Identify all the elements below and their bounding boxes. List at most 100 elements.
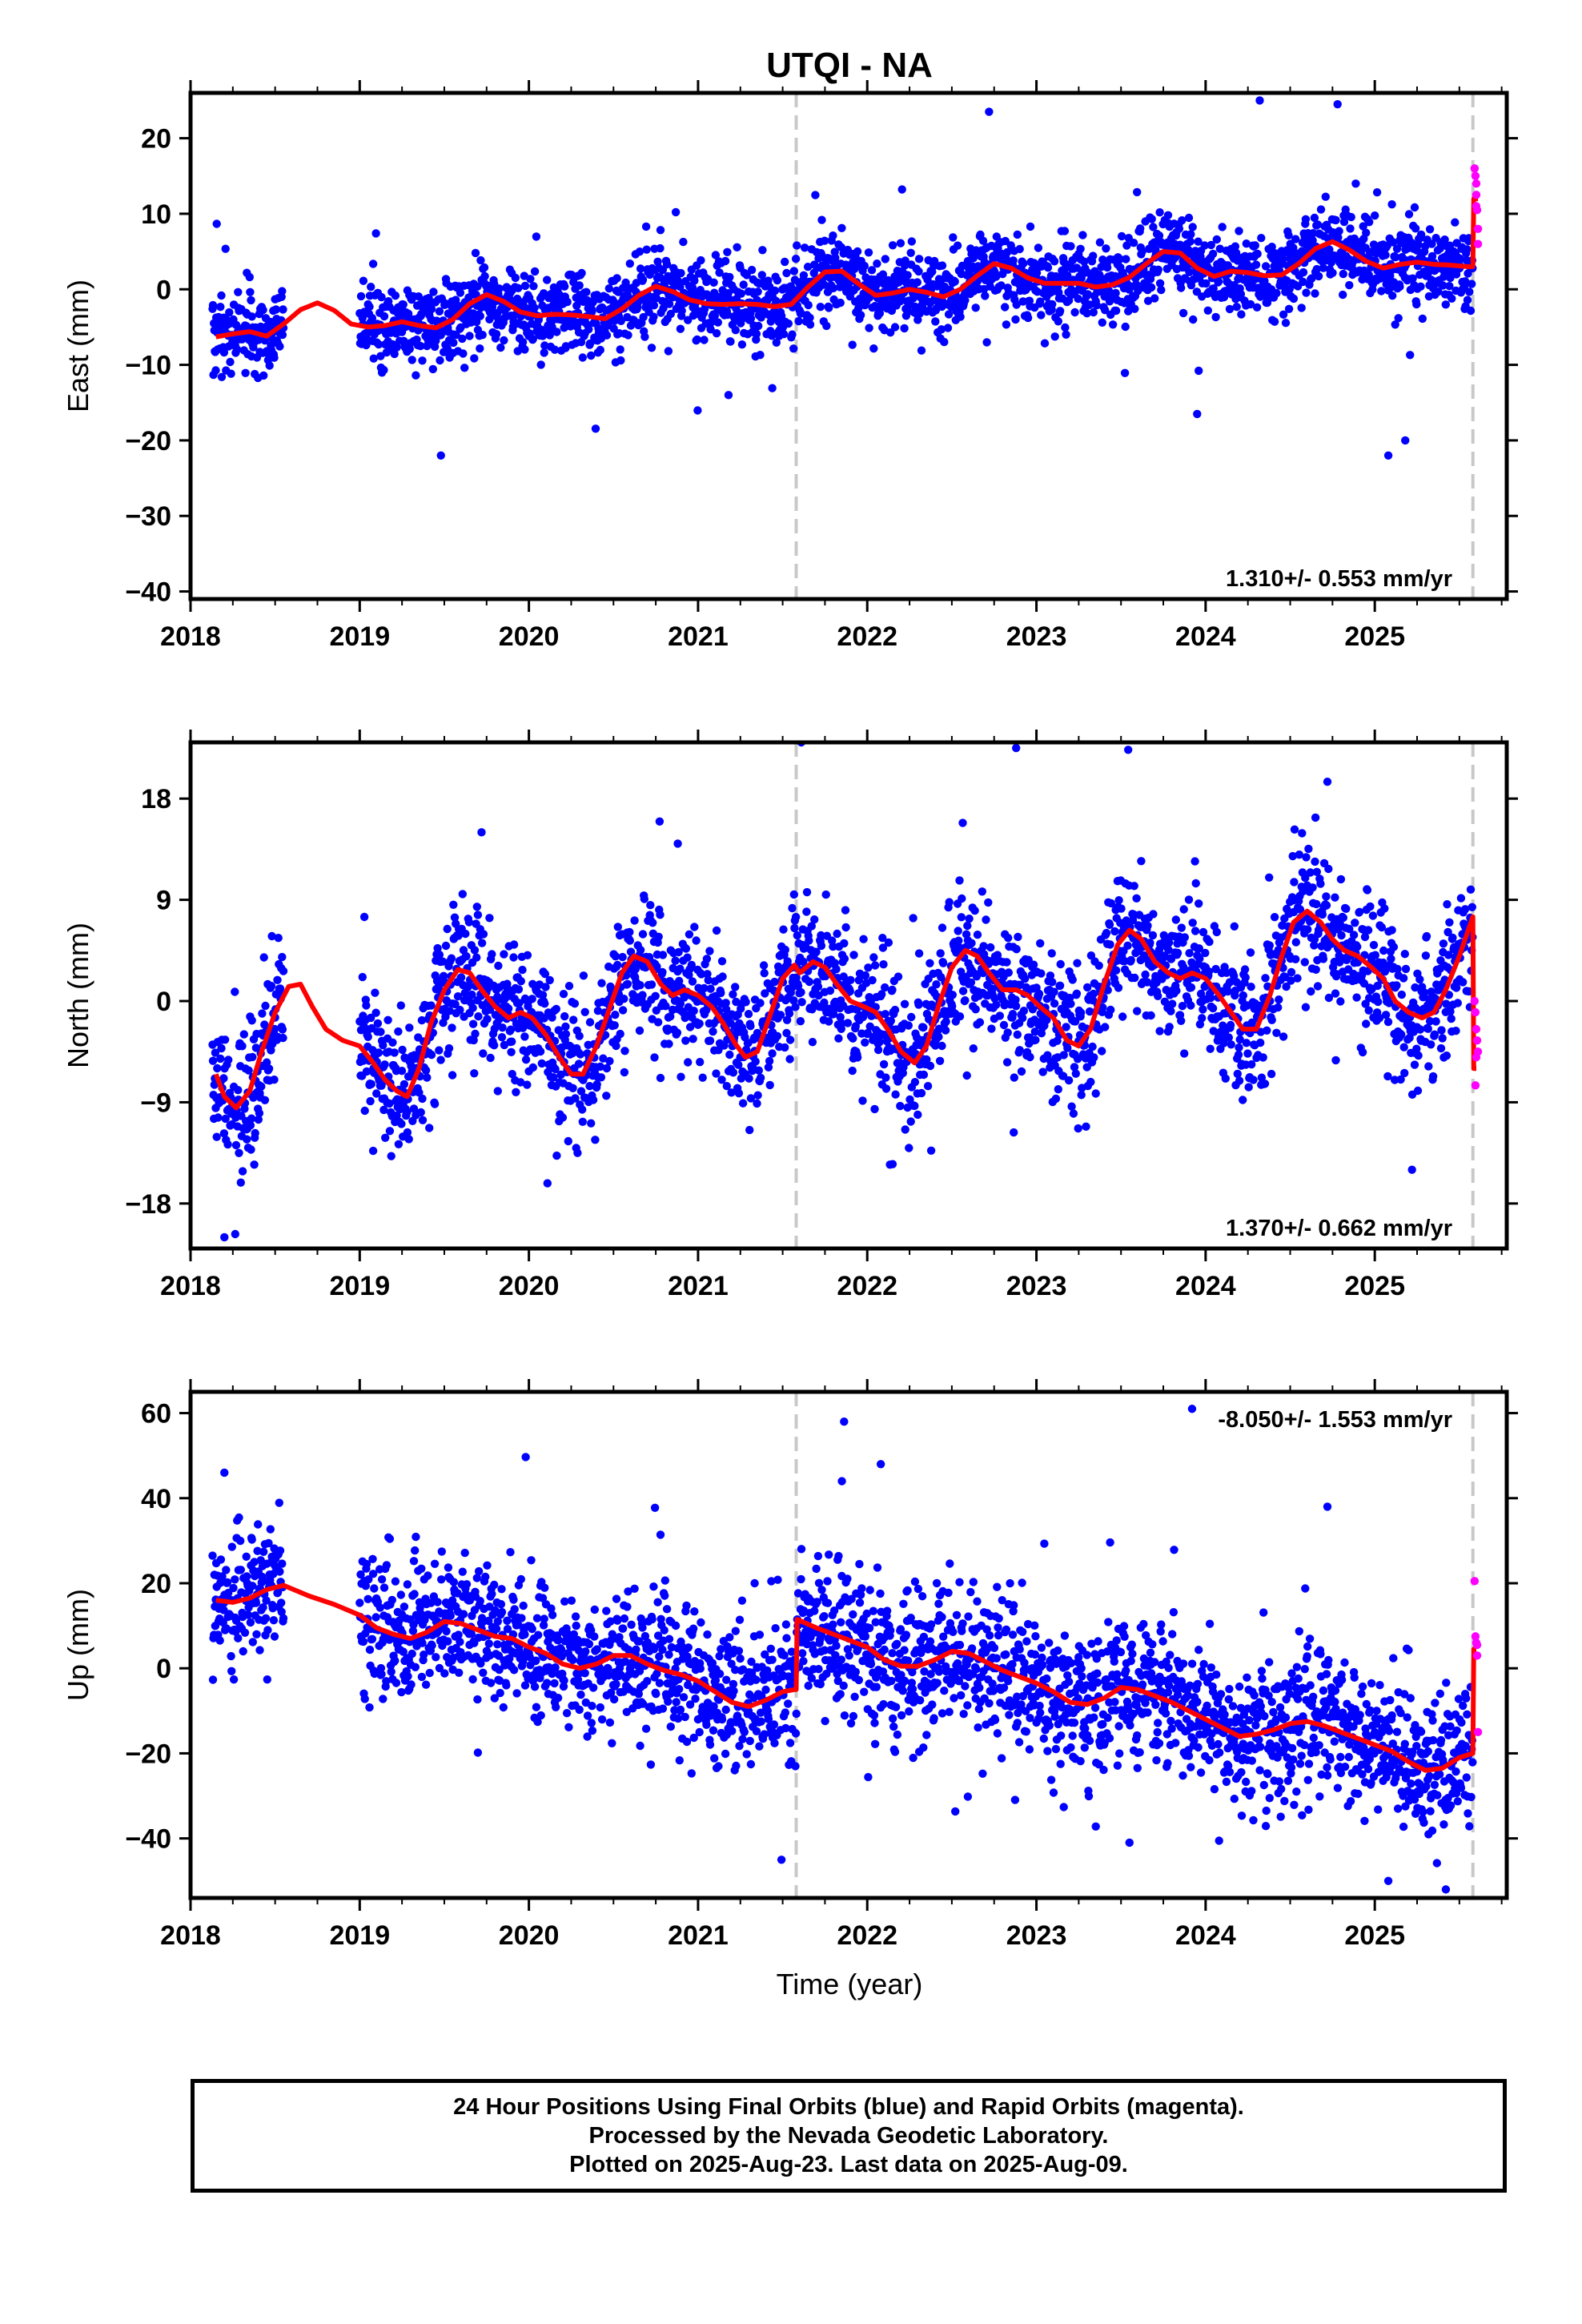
north-final-point bbox=[1219, 1021, 1227, 1030]
north-final-point bbox=[613, 960, 622, 970]
east-final-point bbox=[1050, 257, 1059, 266]
east-final-point bbox=[693, 335, 701, 344]
east-final-point bbox=[399, 300, 408, 309]
east-final-point bbox=[418, 356, 427, 365]
east-final-point bbox=[1347, 212, 1355, 222]
east-final-point bbox=[913, 278, 922, 287]
north-final-point bbox=[616, 1029, 624, 1039]
east-frame bbox=[188, 90, 1509, 601]
east-final-point bbox=[943, 324, 953, 332]
east-y-tick-label: 20 bbox=[141, 124, 171, 155]
north-final-point bbox=[1071, 1069, 1081, 1078]
east-final-point bbox=[700, 336, 709, 344]
north-final-point bbox=[1287, 976, 1295, 985]
east-final-point bbox=[940, 337, 949, 347]
north-final-point bbox=[1184, 895, 1194, 904]
east-final-point bbox=[1186, 237, 1195, 246]
east-final-point bbox=[746, 314, 756, 323]
north-final-point bbox=[1124, 746, 1133, 754]
north-final-point bbox=[640, 895, 648, 903]
east-final-point bbox=[1445, 282, 1454, 291]
east-final-point bbox=[476, 312, 484, 320]
north-final-point bbox=[485, 914, 494, 923]
east-final-point bbox=[640, 332, 649, 341]
north-final-point bbox=[910, 1078, 920, 1087]
north-final-point bbox=[591, 1136, 600, 1144]
north-final-point bbox=[1225, 978, 1235, 987]
north-final-point bbox=[1298, 829, 1307, 838]
north-final-point bbox=[599, 1054, 608, 1063]
east-outlier-point bbox=[1255, 96, 1264, 105]
north-final-point bbox=[212, 1132, 221, 1141]
east-final-point bbox=[1404, 210, 1414, 219]
east-final-point bbox=[1410, 203, 1419, 212]
north-final-point bbox=[1074, 1124, 1082, 1133]
north-final-point bbox=[508, 1037, 516, 1046]
north-final-point bbox=[500, 950, 508, 959]
east-final-point bbox=[473, 282, 482, 291]
north-final-point bbox=[260, 1096, 270, 1105]
north-final-point bbox=[1164, 938, 1174, 947]
north-final-point bbox=[1324, 864, 1333, 874]
north-final-point bbox=[1316, 879, 1325, 888]
north-final-point bbox=[802, 887, 812, 897]
north-final-point bbox=[683, 953, 692, 962]
north-final-point bbox=[417, 1015, 427, 1025]
north-final-point bbox=[560, 1011, 569, 1021]
east-final-point bbox=[1281, 319, 1291, 328]
east-final-point bbox=[1307, 274, 1316, 283]
north-final-point bbox=[878, 934, 887, 943]
north-final-point bbox=[681, 1036, 690, 1045]
east-final-point bbox=[480, 263, 489, 272]
east-final-point bbox=[616, 316, 625, 325]
north-final-point bbox=[464, 918, 474, 927]
east-final-point bbox=[772, 338, 781, 347]
north-final-point bbox=[238, 1167, 247, 1176]
north-final-point bbox=[1274, 946, 1283, 955]
east-final-point bbox=[1291, 235, 1300, 243]
north-final-point bbox=[254, 1115, 263, 1124]
north-final-point bbox=[528, 1063, 537, 1072]
north-final-point bbox=[1306, 868, 1315, 877]
east-final-point bbox=[865, 324, 873, 332]
east-final-point bbox=[1297, 304, 1306, 312]
east-final-point bbox=[545, 331, 554, 340]
east-rapid-point bbox=[1472, 191, 1481, 199]
east-final-point bbox=[356, 292, 366, 301]
north-final-point bbox=[939, 959, 948, 967]
east-final-point bbox=[271, 305, 280, 314]
north-final-point bbox=[270, 1076, 279, 1084]
north-final-point bbox=[995, 1011, 1005, 1020]
north-final-point bbox=[507, 1047, 516, 1057]
north-final-point bbox=[704, 975, 713, 985]
north-final-point bbox=[244, 1066, 253, 1075]
north-final-point bbox=[279, 967, 288, 975]
north-final-point bbox=[802, 907, 811, 916]
north-final-point bbox=[1073, 959, 1082, 967]
north-final-point bbox=[696, 1058, 705, 1067]
north-final-point bbox=[705, 1036, 715, 1045]
north-final-point bbox=[840, 939, 849, 948]
east-final-point bbox=[931, 317, 940, 326]
north-final-point bbox=[259, 953, 268, 962]
north-final-point bbox=[1178, 1002, 1187, 1011]
east-outlier-point bbox=[1383, 451, 1393, 460]
north-final-point bbox=[1137, 857, 1146, 866]
east-final-point bbox=[712, 329, 721, 338]
north-final-point bbox=[443, 924, 452, 934]
east-final-point bbox=[636, 264, 645, 273]
north-final-point bbox=[705, 947, 714, 955]
north-final-point bbox=[458, 890, 467, 899]
north-final-point bbox=[360, 1106, 369, 1116]
north-final-point bbox=[1243, 1049, 1252, 1058]
east-final-point bbox=[278, 287, 287, 296]
east-final-point bbox=[1102, 263, 1112, 272]
north-final-point bbox=[388, 1038, 397, 1047]
east-final-point bbox=[1309, 229, 1318, 238]
east-final-point bbox=[1391, 320, 1399, 329]
north-final-point bbox=[1082, 1122, 1090, 1132]
east-final-point bbox=[747, 265, 757, 275]
north-final-point bbox=[759, 961, 769, 970]
north-final-point bbox=[878, 943, 888, 952]
east-final-point bbox=[848, 340, 857, 349]
